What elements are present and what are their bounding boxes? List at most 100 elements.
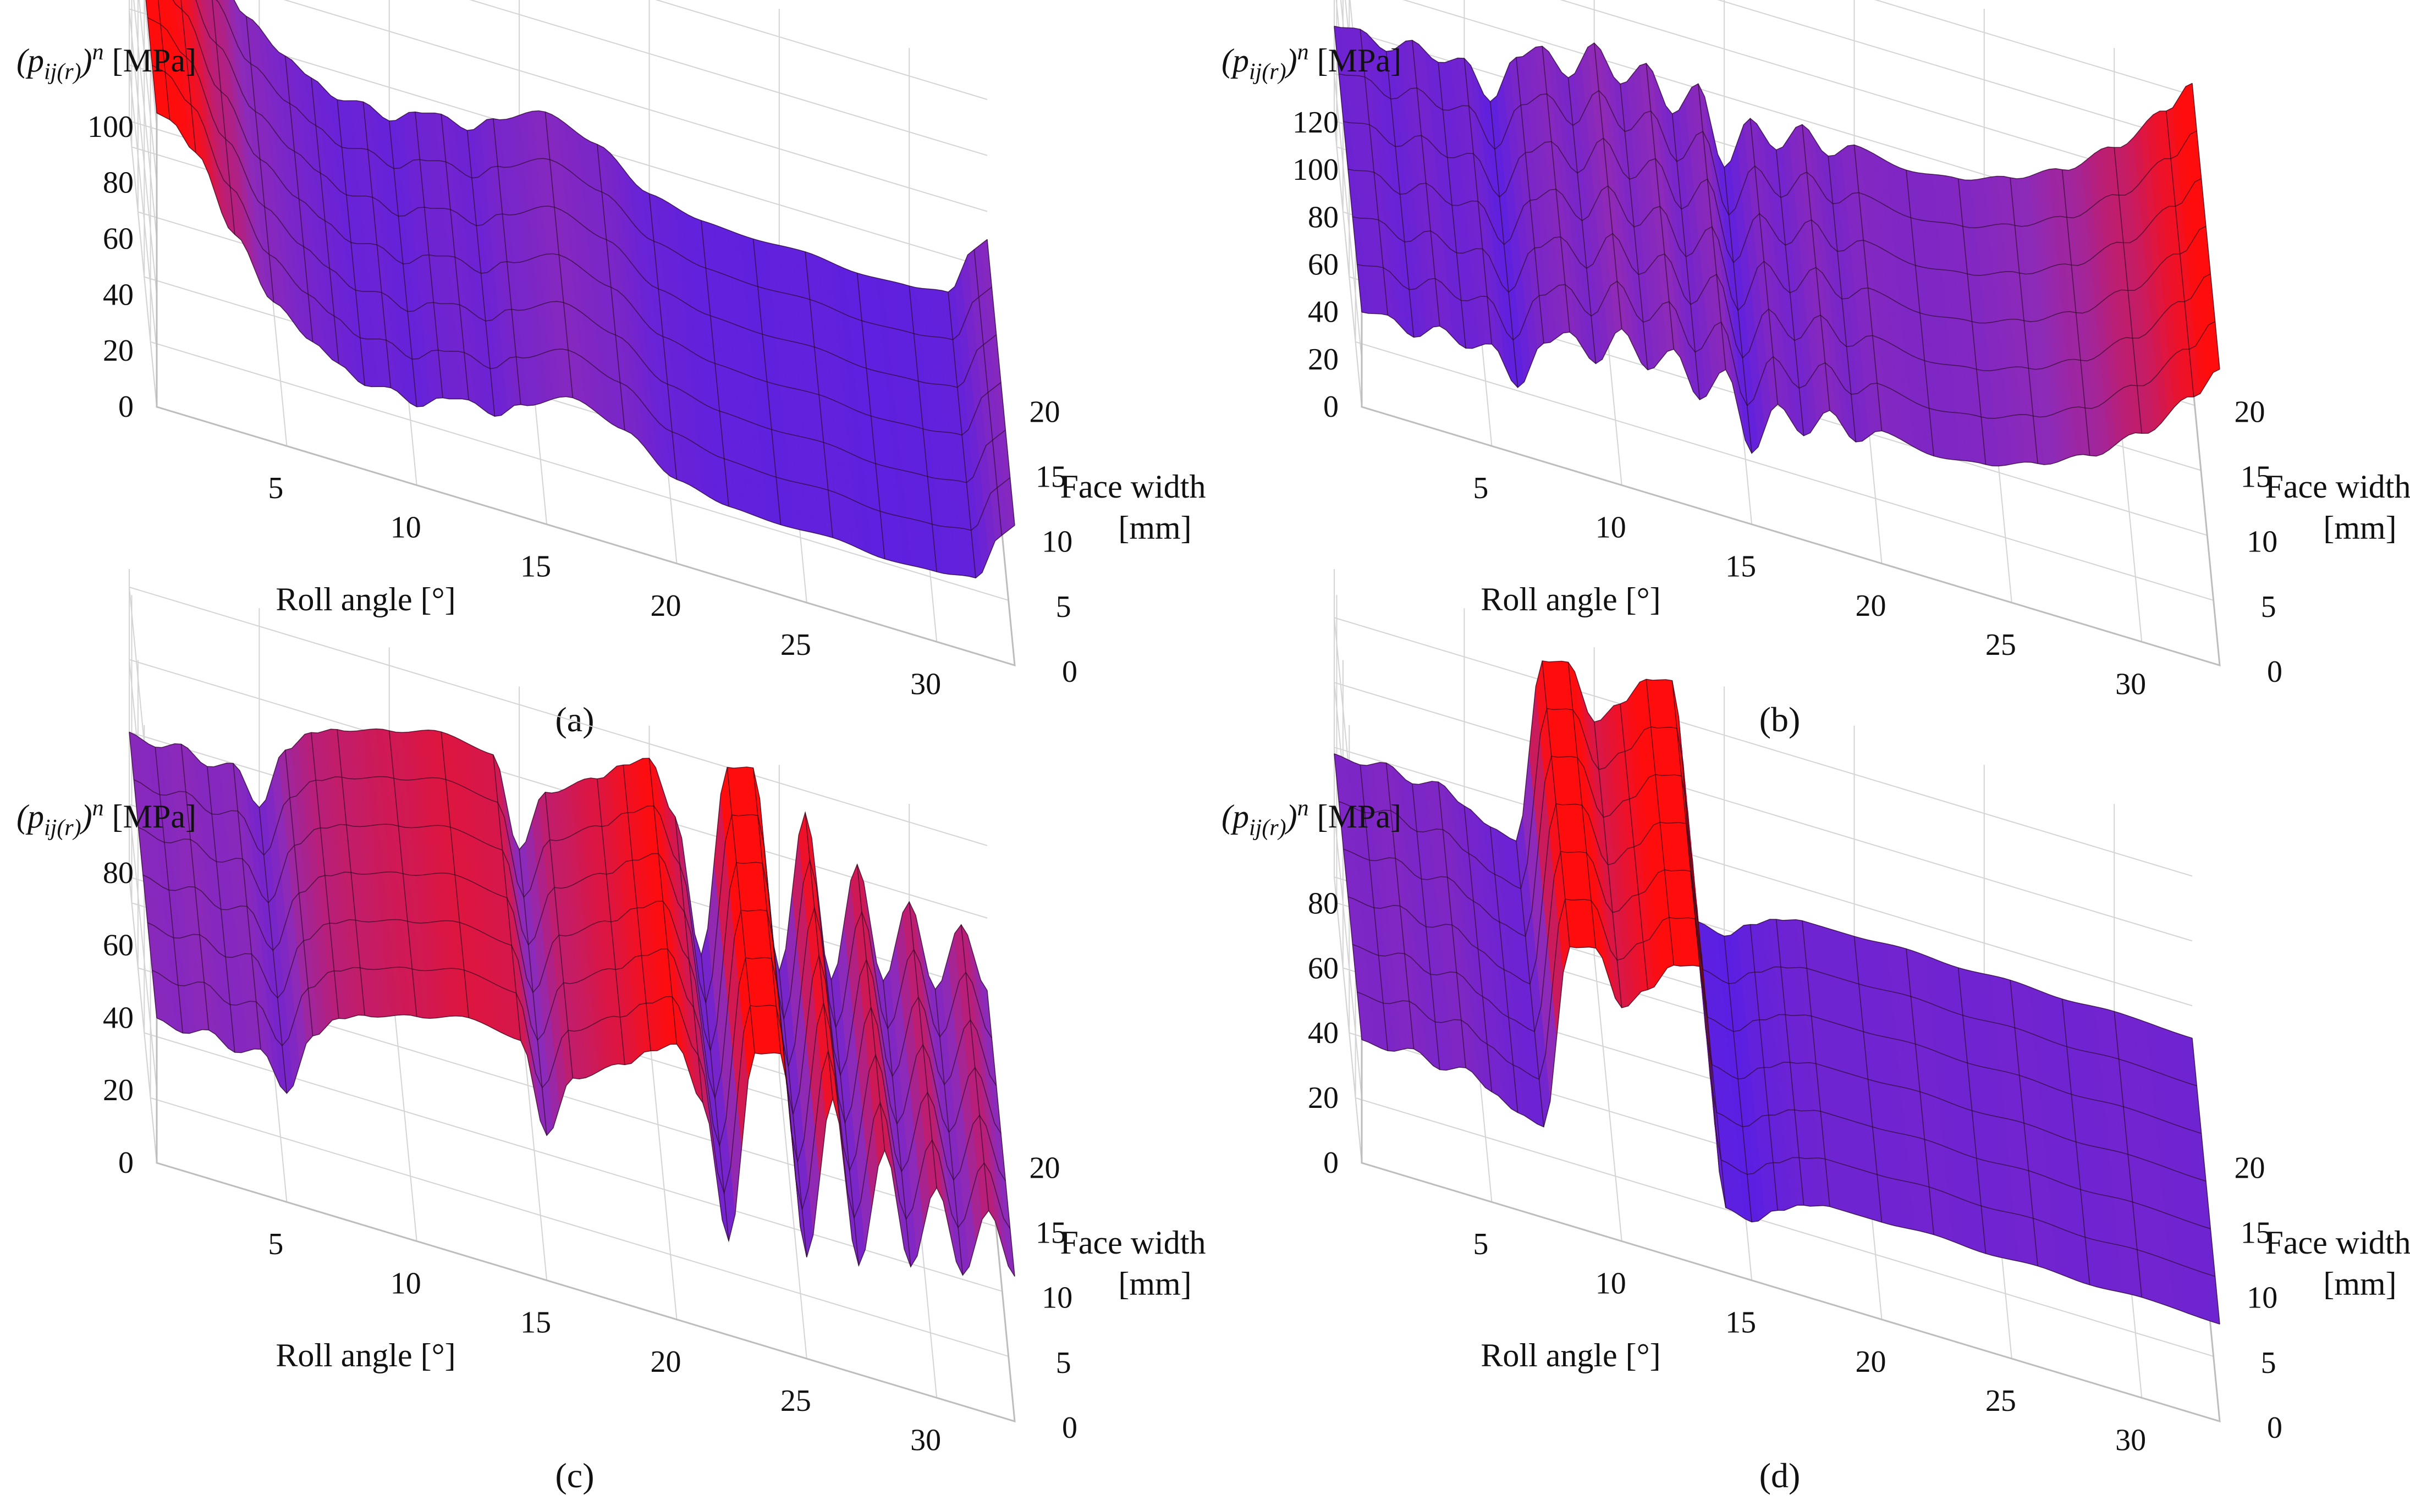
grid-line — [1334, 0, 1362, 407]
grid-line — [150, 34, 1009, 601]
wire-line — [1334, 26, 1362, 312]
z-tick-label: 0 — [1323, 390, 1339, 424]
wire-line — [1360, 29, 1389, 316]
z-axis-title: (pij(r))n [MPa] — [1221, 40, 1401, 85]
wire-line — [1438, 62, 1466, 349]
y-tick-label: 20 — [1030, 395, 1060, 429]
wire-line — [1620, 84, 1648, 370]
wire-line — [973, 249, 1003, 536]
panel-caption: (a) — [555, 700, 594, 739]
x-tick-label: 5 — [1473, 471, 1488, 505]
wire-line — [1749, 118, 1779, 405]
wire-line — [415, 112, 443, 398]
panel-b: 0 20 40 60 80 100 120 5 10 15 20 25 30 0 5 10 15 20 (pij(r… — [1205, 0, 2410, 756]
x-axis-title: Roll angle [°] — [1481, 581, 1660, 617]
wire-line — [145, 0, 157, 113]
wire-line — [987, 239, 1015, 526]
y-tick-label: 10 — [2247, 525, 2277, 559]
wire-line — [157, 0, 170, 120]
wireframe — [145, 0, 1015, 579]
panel-c: 0 20 40 60 80 5 10 15 20 25 30 0 5 10 15 20 (pij(r))n [M… — [0, 569, 1206, 1512]
wire-line — [1828, 156, 1856, 442]
z-tick-label: 60 — [103, 222, 134, 256]
y-tick-label: 10 — [1042, 525, 1072, 559]
wire-line — [1906, 170, 1934, 456]
wire-line — [1352, 216, 2211, 372]
wire-line — [1775, 150, 1804, 436]
wire-line — [147, 17, 1006, 483]
x-tick-label: 25 — [1985, 628, 2016, 662]
wire-line — [648, 194, 678, 480]
y-tick-label: 5 — [1056, 590, 1071, 624]
wire-line — [752, 239, 782, 525]
grid-line — [1349, 0, 2193, 123]
wire-line — [1802, 124, 1830, 411]
wire-line — [1339, 73, 2197, 229]
wire-line — [2010, 178, 2038, 464]
y-axis-title: Face width — [2265, 468, 2410, 505]
x-tick-label: 30 — [910, 667, 941, 701]
wire-line — [2061, 169, 2090, 456]
x-tick-label: 10 — [390, 510, 421, 544]
z-tick-label: 0 — [118, 390, 134, 424]
y-tick-label: 0 — [1062, 655, 1077, 689]
wire-line — [493, 118, 521, 405]
grid-line — [129, 0, 157, 407]
z-tick-label: 80 — [1308, 200, 1339, 234]
y-tick-label: 15 — [1036, 460, 1066, 494]
wire-line — [856, 273, 885, 559]
wire-line — [1957, 178, 1987, 465]
wire-line — [1542, 46, 1570, 333]
y-axis-title-unit: [mm] — [1118, 510, 1191, 546]
y-tick-label: 0 — [2267, 655, 2282, 689]
wire-line — [1385, 51, 1415, 338]
wire-line — [1361, 311, 2220, 467]
wire-line — [2165, 111, 2194, 397]
wire-line — [233, 0, 988, 293]
wire-line — [180, 0, 196, 153]
wire-line — [1347, 168, 2207, 324]
y-axis-title-unit: [mm] — [2323, 510, 2396, 546]
wire-line — [1489, 101, 1518, 388]
wire-line — [215, 0, 992, 340]
wire-line — [701, 220, 729, 507]
wire-line — [362, 102, 392, 388]
wire-line — [1357, 264, 2216, 419]
wire-line — [1463, 58, 1493, 345]
z-tick-label: 40 — [1308, 295, 1339, 329]
z-axis-title: (pij(r))n [MPa] — [16, 40, 196, 85]
wire-line — [388, 120, 417, 407]
wire-line — [948, 292, 976, 578]
grid-line — [133, 0, 988, 239]
wire-line — [441, 114, 470, 400]
wire-line — [1724, 167, 1752, 454]
wire-line — [1593, 43, 1622, 329]
z-tick-label: 20 — [1308, 343, 1339, 377]
wire-line — [1412, 40, 1440, 327]
wire-line — [1698, 84, 1726, 370]
wire-line — [284, 56, 313, 342]
wire-line — [544, 112, 574, 398]
z-tick-label: 40 — [103, 278, 134, 312]
wire-line — [245, 16, 274, 302]
wire-line — [172, 0, 1002, 436]
z-tick-label: 100 — [1292, 153, 1339, 187]
z-tick-label: 80 — [103, 166, 134, 200]
wire-line — [597, 144, 625, 431]
z-tick-label: 100 — [87, 110, 134, 144]
wire-line — [805, 251, 833, 538]
x-tick-label: 10 — [1595, 510, 1626, 544]
wire-line — [466, 130, 496, 417]
wire-line — [195, 0, 997, 388]
x-tick-label: 25 — [780, 628, 811, 662]
grid-line — [778, 765, 807, 1359]
wire-line — [1516, 57, 1544, 344]
wire-line — [337, 100, 365, 386]
grid-line — [139, 0, 988, 183]
y-axis-title: Face width — [1060, 468, 1206, 505]
